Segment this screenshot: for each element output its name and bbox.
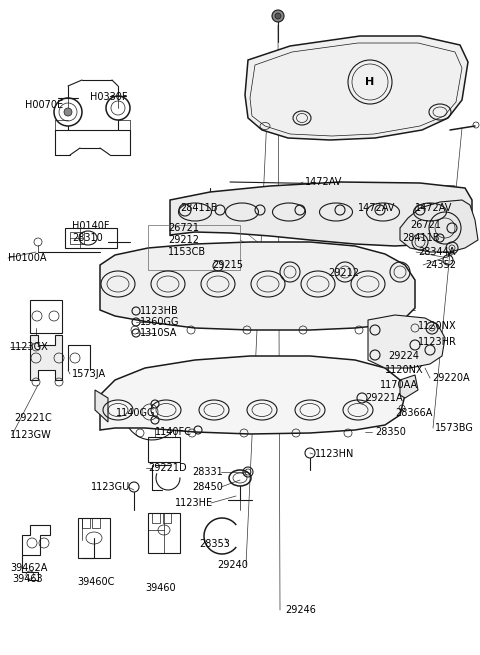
Text: 1123HN: 1123HN xyxy=(315,449,354,459)
Bar xyxy=(163,513,171,523)
Text: H0070E: H0070E xyxy=(25,100,63,110)
Text: 1573BG: 1573BG xyxy=(435,423,474,433)
Polygon shape xyxy=(100,356,405,434)
Text: 1140GG: 1140GG xyxy=(116,408,155,418)
Text: 29246: 29246 xyxy=(285,605,316,615)
Text: 28366A: 28366A xyxy=(395,408,432,418)
Text: 39460C: 39460C xyxy=(77,577,114,587)
Text: 1170AA: 1170AA xyxy=(380,380,418,390)
Text: 29240: 29240 xyxy=(217,560,248,570)
Bar xyxy=(70,232,84,244)
Text: H0100A: H0100A xyxy=(8,253,47,263)
Polygon shape xyxy=(400,200,478,252)
Text: 26721: 26721 xyxy=(168,223,199,233)
Text: 1123HE: 1123HE xyxy=(175,498,213,508)
Text: 1123GU: 1123GU xyxy=(91,482,130,492)
Text: 1123GX: 1123GX xyxy=(10,342,49,352)
Bar xyxy=(148,437,180,462)
Polygon shape xyxy=(100,242,415,330)
Polygon shape xyxy=(170,182,472,246)
Polygon shape xyxy=(400,375,418,398)
Circle shape xyxy=(275,13,281,19)
Bar xyxy=(65,228,117,248)
Text: 28344A: 28344A xyxy=(418,247,456,257)
Text: 39462A: 39462A xyxy=(10,563,48,573)
Polygon shape xyxy=(368,315,445,368)
Text: 29221D: 29221D xyxy=(148,463,187,473)
Polygon shape xyxy=(30,335,62,380)
Circle shape xyxy=(272,10,284,22)
Bar xyxy=(92,518,100,528)
Text: H0330F: H0330F xyxy=(90,92,128,102)
Text: 1310SA: 1310SA xyxy=(140,328,178,338)
Polygon shape xyxy=(245,36,468,140)
Circle shape xyxy=(64,108,72,116)
Polygon shape xyxy=(95,390,108,422)
Text: 1123HR: 1123HR xyxy=(418,337,457,347)
Bar xyxy=(82,518,90,528)
Text: 29212: 29212 xyxy=(328,268,359,278)
Text: H: H xyxy=(365,77,374,87)
Bar xyxy=(152,513,160,523)
Text: 1120NX: 1120NX xyxy=(385,365,424,375)
Text: 1472AV: 1472AV xyxy=(415,203,452,213)
Text: 28411B: 28411B xyxy=(180,203,217,213)
Text: 28353: 28353 xyxy=(199,539,230,549)
Text: 1360GG: 1360GG xyxy=(140,317,180,327)
Text: 1123GW: 1123GW xyxy=(10,430,52,440)
Bar xyxy=(78,518,110,558)
Text: 29221A: 29221A xyxy=(365,393,403,403)
Text: 28411B: 28411B xyxy=(402,233,440,243)
Text: 28350: 28350 xyxy=(375,427,406,437)
Text: 1120NX: 1120NX xyxy=(418,321,456,331)
Text: 1123HB: 1123HB xyxy=(140,306,179,316)
Text: 26721: 26721 xyxy=(410,220,441,230)
Text: 28450: 28450 xyxy=(192,482,223,492)
Text: 29215: 29215 xyxy=(212,260,243,270)
Text: 1140FC: 1140FC xyxy=(155,427,192,437)
Text: 29212: 29212 xyxy=(168,235,199,245)
Text: 39460: 39460 xyxy=(145,583,176,593)
Text: 28310: 28310 xyxy=(72,233,103,243)
Text: 1472AV: 1472AV xyxy=(305,177,342,187)
Text: 24352: 24352 xyxy=(425,260,456,270)
Text: 1573JA: 1573JA xyxy=(72,369,106,379)
Text: 1472AV: 1472AV xyxy=(358,203,396,213)
Text: 29224: 29224 xyxy=(388,351,419,361)
Text: 1153CB: 1153CB xyxy=(168,247,206,257)
Bar xyxy=(30,300,62,333)
Text: 29220A: 29220A xyxy=(432,373,469,383)
Text: 28331: 28331 xyxy=(192,467,223,477)
Text: 39463: 39463 xyxy=(12,574,43,584)
Text: H0140F: H0140F xyxy=(72,221,109,231)
Text: 29221C: 29221C xyxy=(14,413,52,423)
Bar xyxy=(148,513,180,553)
